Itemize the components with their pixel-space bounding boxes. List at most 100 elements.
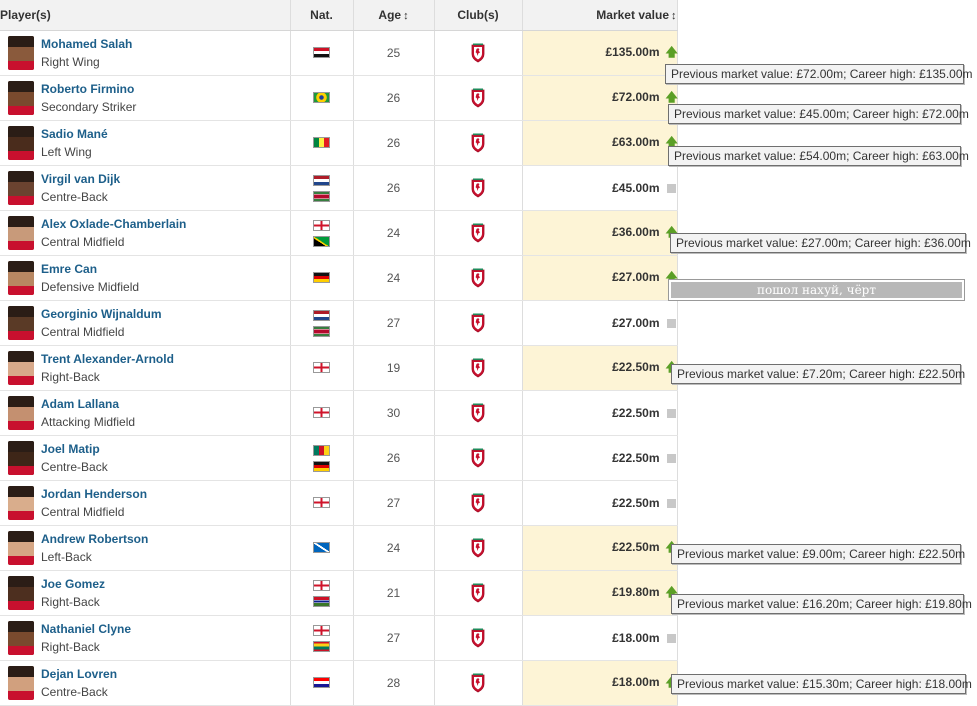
player-info: Jordan Henderson Central Midfield — [0, 485, 290, 521]
club-cell — [434, 75, 523, 121]
sort-icon[interactable]: ↕ — [403, 10, 409, 22]
market-value-text[interactable]: £18.00m — [612, 674, 660, 689]
player-position: Attacking Midfield — [41, 415, 136, 429]
market-value-text[interactable]: £18.00m — [612, 631, 660, 645]
liverpool-crest-icon[interactable] — [470, 88, 486, 108]
liverpool-crest-icon[interactable] — [470, 448, 486, 468]
player-name-link[interactable]: Nathaniel Clyne — [41, 622, 132, 636]
market-value-text[interactable]: £27.00m — [612, 269, 660, 284]
market-value-text[interactable]: £135.00m — [605, 44, 660, 59]
player-info: Dejan Lovren Centre-Back — [0, 665, 290, 701]
flag-icon — [313, 542, 330, 554]
liverpool-crest-icon[interactable] — [470, 673, 486, 693]
sort-by-market-value-link[interactable]: Market value — [596, 8, 669, 22]
player-name-link[interactable]: Jordan Henderson — [41, 487, 148, 501]
player-photo[interactable] — [8, 396, 34, 430]
player-photo[interactable] — [8, 531, 34, 565]
player-cell: Roberto Firmino Secondary Striker — [0, 75, 291, 121]
liverpool-crest-icon[interactable] — [470, 493, 486, 513]
flag-icon — [313, 677, 330, 689]
liverpool-crest-icon[interactable] — [470, 133, 486, 153]
market-value-tooltip: Previous market value: £7.20m; Career hi… — [671, 364, 965, 384]
market-value-text[interactable]: £22.50m — [612, 539, 660, 554]
market-value-text[interactable]: £72.00m — [612, 89, 660, 104]
player-name-link[interactable]: Georginio Wijnaldum — [41, 307, 162, 321]
liverpool-crest-icon[interactable] — [470, 313, 486, 333]
table-row: Andrew Robertson Left-Back 24 £22.50m🡅 — [0, 525, 678, 571]
player-name-link[interactable]: Alex Oxlade-Chamberlain — [41, 217, 187, 231]
player-text: Adam Lallana Attacking Midfield — [41, 395, 135, 431]
player-name-link[interactable]: Emre Can — [41, 262, 98, 276]
liverpool-crest-icon[interactable] — [470, 178, 486, 198]
liverpool-crest-icon[interactable] — [470, 43, 486, 63]
player-name-link[interactable]: Sadio Mané — [41, 127, 108, 141]
sort-icon[interactable]: ↕ — [671, 10, 677, 22]
nationality-flags — [313, 624, 330, 652]
player-photo[interactable] — [8, 486, 34, 520]
player-text: Virgil van Dijk Centre-Back — [41, 170, 120, 206]
player-photo[interactable] — [8, 216, 34, 250]
age-cell: 26 — [353, 165, 435, 211]
player-photo[interactable] — [8, 621, 34, 655]
player-cell: Georginio Wijnaldum Central Midfield — [0, 300, 291, 346]
player-photo[interactable] — [8, 171, 34, 205]
table-row: Adam Lallana Attacking Midfield 30 £22.5… — [0, 390, 678, 436]
market-value-text[interactable]: £22.50m — [612, 359, 660, 374]
liverpool-crest-icon[interactable] — [470, 223, 486, 243]
flag-icon — [313, 174, 330, 186]
nationality-flags — [313, 137, 330, 149]
column-header-club-label: Club(s) — [457, 8, 499, 22]
column-header-market-value[interactable]: Market value ↕ — [522, 0, 678, 31]
column-header-nat-label: Nat. — [310, 8, 333, 22]
market-value-text[interactable]: £22.50m — [612, 451, 660, 465]
player-name-link[interactable]: Virgil van Dijk — [41, 172, 121, 186]
player-name-link[interactable]: Adam Lallana — [41, 397, 120, 411]
sort-by-age-link[interactable]: Age — [378, 8, 402, 22]
player-name-link[interactable]: Roberto Firmino — [41, 82, 135, 96]
player-name-link[interactable]: Andrew Robertson — [41, 532, 149, 546]
market-value-text[interactable]: £19.80m — [612, 584, 660, 599]
nationality-flags — [313, 362, 330, 374]
player-photo[interactable] — [8, 666, 34, 700]
liverpool-crest-icon[interactable] — [470, 538, 486, 558]
player-position: Central Midfield — [41, 325, 125, 339]
market-value-text[interactable]: £36.00m — [612, 224, 660, 239]
nationality-cell — [290, 300, 354, 346]
player-info: Alex Oxlade-Chamberlain Central Midfield — [0, 215, 290, 251]
club-cell — [434, 210, 523, 256]
liverpool-crest-icon[interactable] — [470, 268, 486, 288]
trend-up-icon[interactable]: 🡅 — [665, 44, 678, 59]
market-value-text[interactable]: £27.00m — [612, 316, 660, 330]
player-name-link[interactable]: Dejan Lovren — [41, 667, 118, 681]
trend-neutral-icon — [666, 181, 677, 195]
market-value-text[interactable]: £22.50m — [612, 496, 660, 510]
liverpool-crest-icon[interactable] — [470, 358, 486, 378]
player-photo[interactable] — [8, 441, 34, 475]
player-photo[interactable] — [8, 306, 34, 340]
player-name-link[interactable]: Joel Matip — [41, 442, 100, 456]
player-name-link[interactable]: Mohamed Salah — [41, 37, 133, 51]
liverpool-crest-icon[interactable] — [470, 583, 486, 603]
market-value-text[interactable]: £45.00m — [612, 181, 660, 195]
player-photo[interactable] — [8, 81, 34, 115]
player-photo[interactable] — [8, 576, 34, 610]
player-position: Centre-Back — [41, 685, 108, 699]
column-header-age[interactable]: Age ↕ — [353, 0, 435, 31]
liverpool-crest-icon[interactable] — [470, 628, 486, 648]
market-value-text[interactable]: £63.00m — [612, 134, 660, 149]
player-info: Adam Lallana Attacking Midfield — [0, 395, 290, 431]
player-photo[interactable] — [8, 126, 34, 160]
table-row: Georginio Wijnaldum Central Midfield 27 … — [0, 300, 678, 346]
market-value-text[interactable]: £22.50m — [612, 406, 660, 420]
trend-up-icon[interactable]: 🡅 — [665, 134, 678, 149]
trend-up-icon[interactable]: 🡅 — [665, 89, 678, 104]
player-name-link[interactable]: Trent Alexander-Arnold — [41, 352, 174, 366]
player-name-link[interactable]: Joe Gomez — [41, 577, 106, 591]
player-photo[interactable] — [8, 351, 34, 385]
column-header-player: Player(s) — [0, 0, 291, 31]
flag-icon — [313, 460, 330, 472]
market-value-cell: £36.00m 🡅 — [522, 210, 678, 256]
player-photo[interactable] — [8, 261, 34, 295]
player-photo[interactable] — [8, 36, 34, 70]
liverpool-crest-icon[interactable] — [470, 403, 486, 423]
